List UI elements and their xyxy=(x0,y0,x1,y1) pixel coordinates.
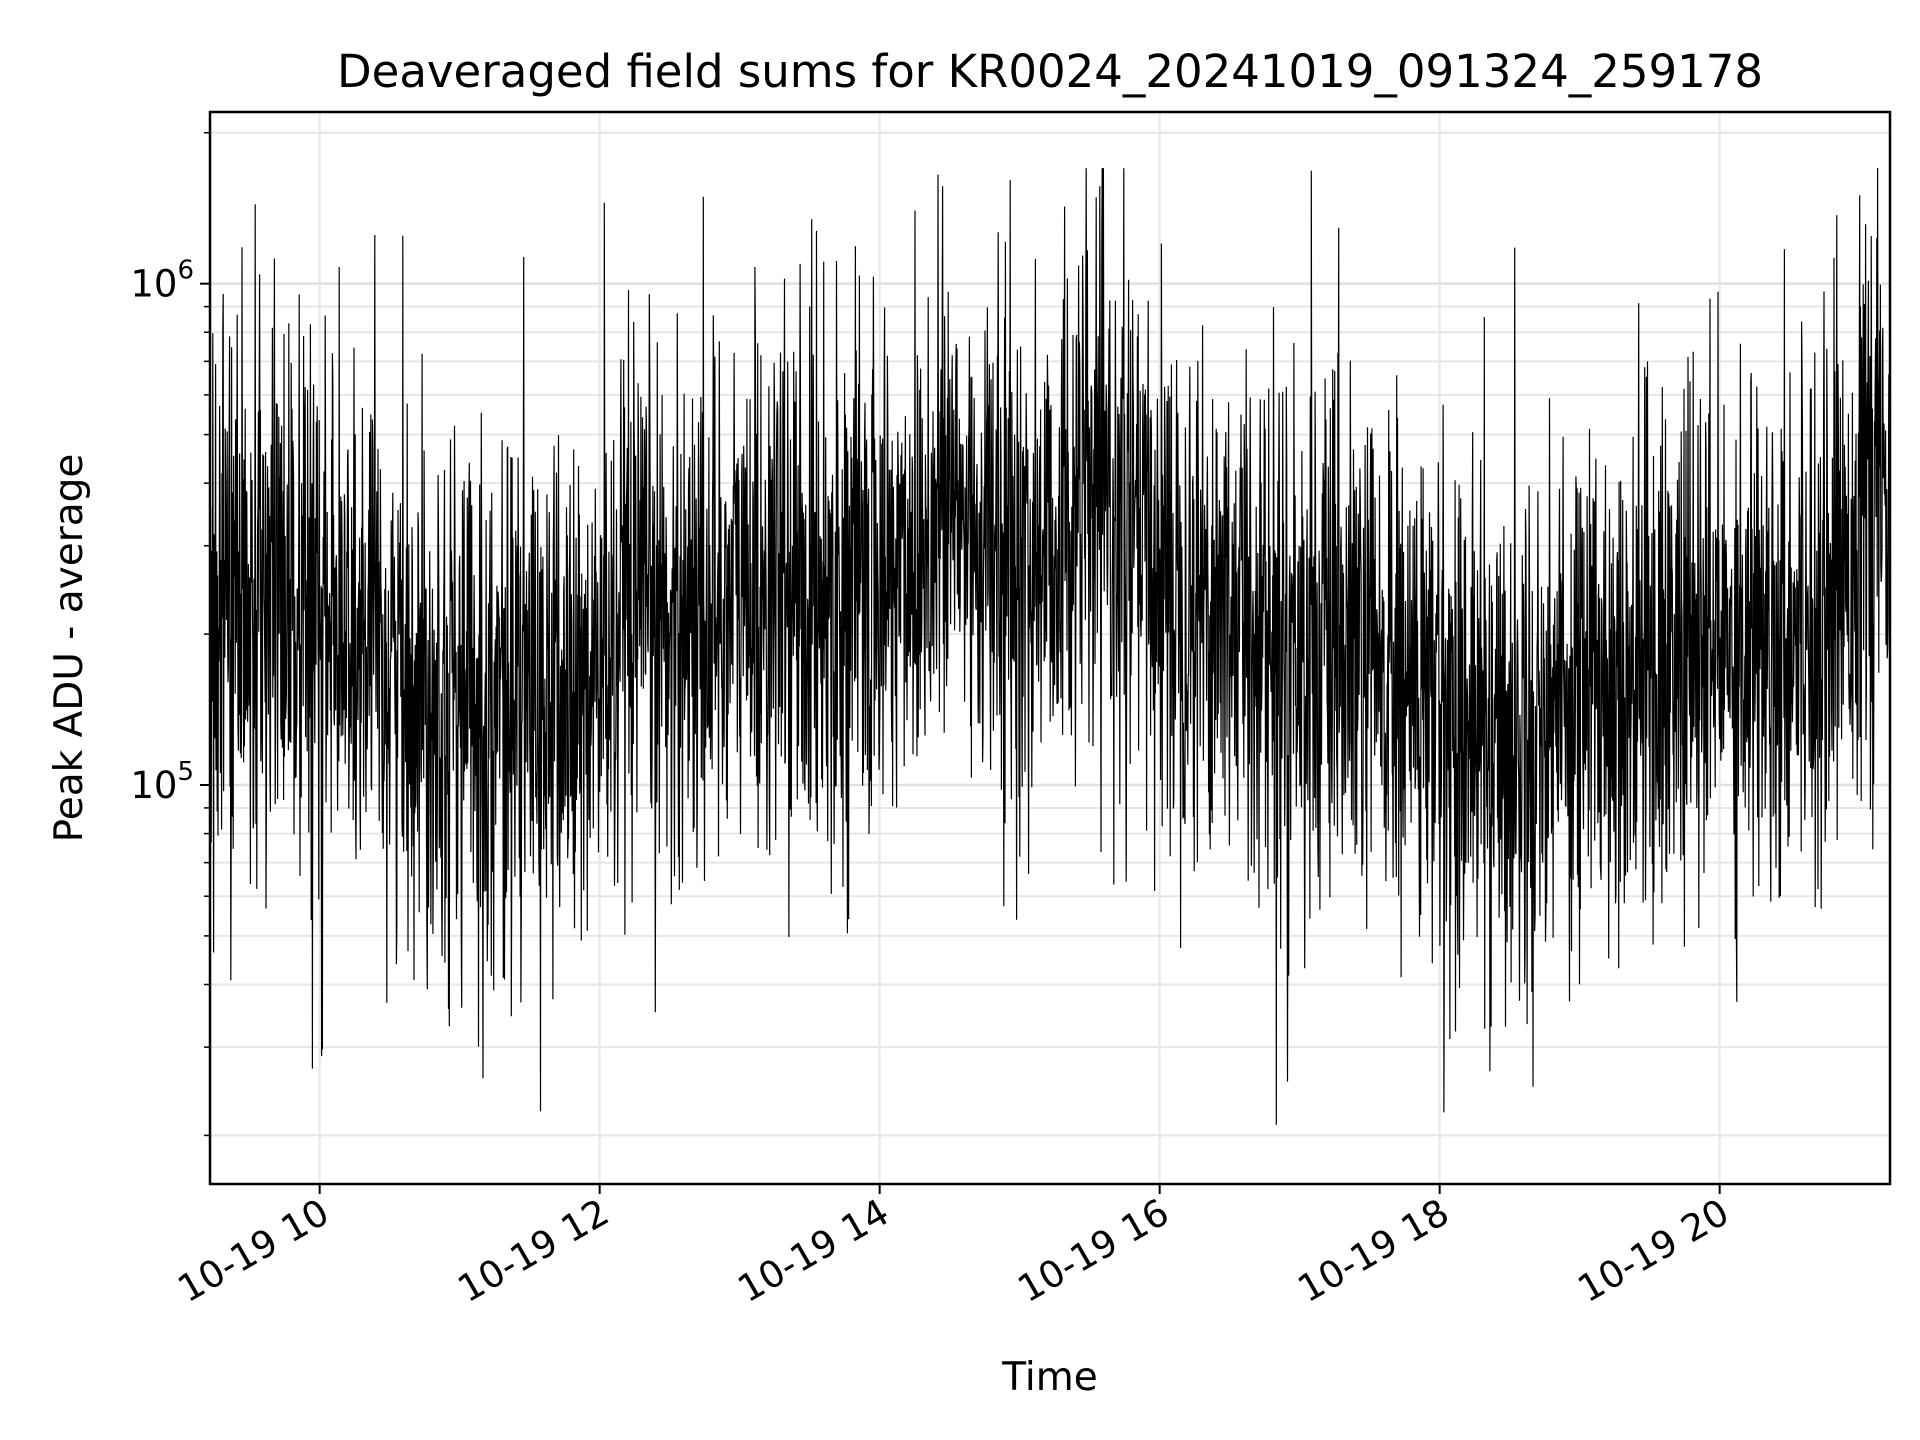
x-tick-label: 10-19 20 xyxy=(1571,1191,1737,1311)
plot-area-frame xyxy=(208,110,1892,1186)
series-line xyxy=(210,168,1890,1125)
y-tick-exponent: 5 xyxy=(177,757,194,787)
series-layer xyxy=(210,168,1890,1125)
y-axis-label: Peak ADU - average xyxy=(47,454,92,843)
y-tick-base: 10 xyxy=(130,764,177,807)
x-tick-label: 10-19 14 xyxy=(731,1191,897,1311)
y-tick-base: 10 xyxy=(130,263,177,306)
y-tick-exponent: 6 xyxy=(177,256,194,286)
chart-title: Deaveraged field sums for KR0024_2024101… xyxy=(337,45,1763,98)
x-tick-label: 10-19 12 xyxy=(451,1191,617,1311)
x-tick-label: 10-19 10 xyxy=(171,1191,337,1311)
y-tick-label: 105 xyxy=(130,757,194,807)
y-tick-label: 106 xyxy=(130,256,194,306)
x-tick-label: 10-19 18 xyxy=(1291,1191,1457,1311)
x-axis-label: Time xyxy=(1001,1355,1097,1400)
x-tick-label: 10-19 16 xyxy=(1011,1191,1177,1311)
